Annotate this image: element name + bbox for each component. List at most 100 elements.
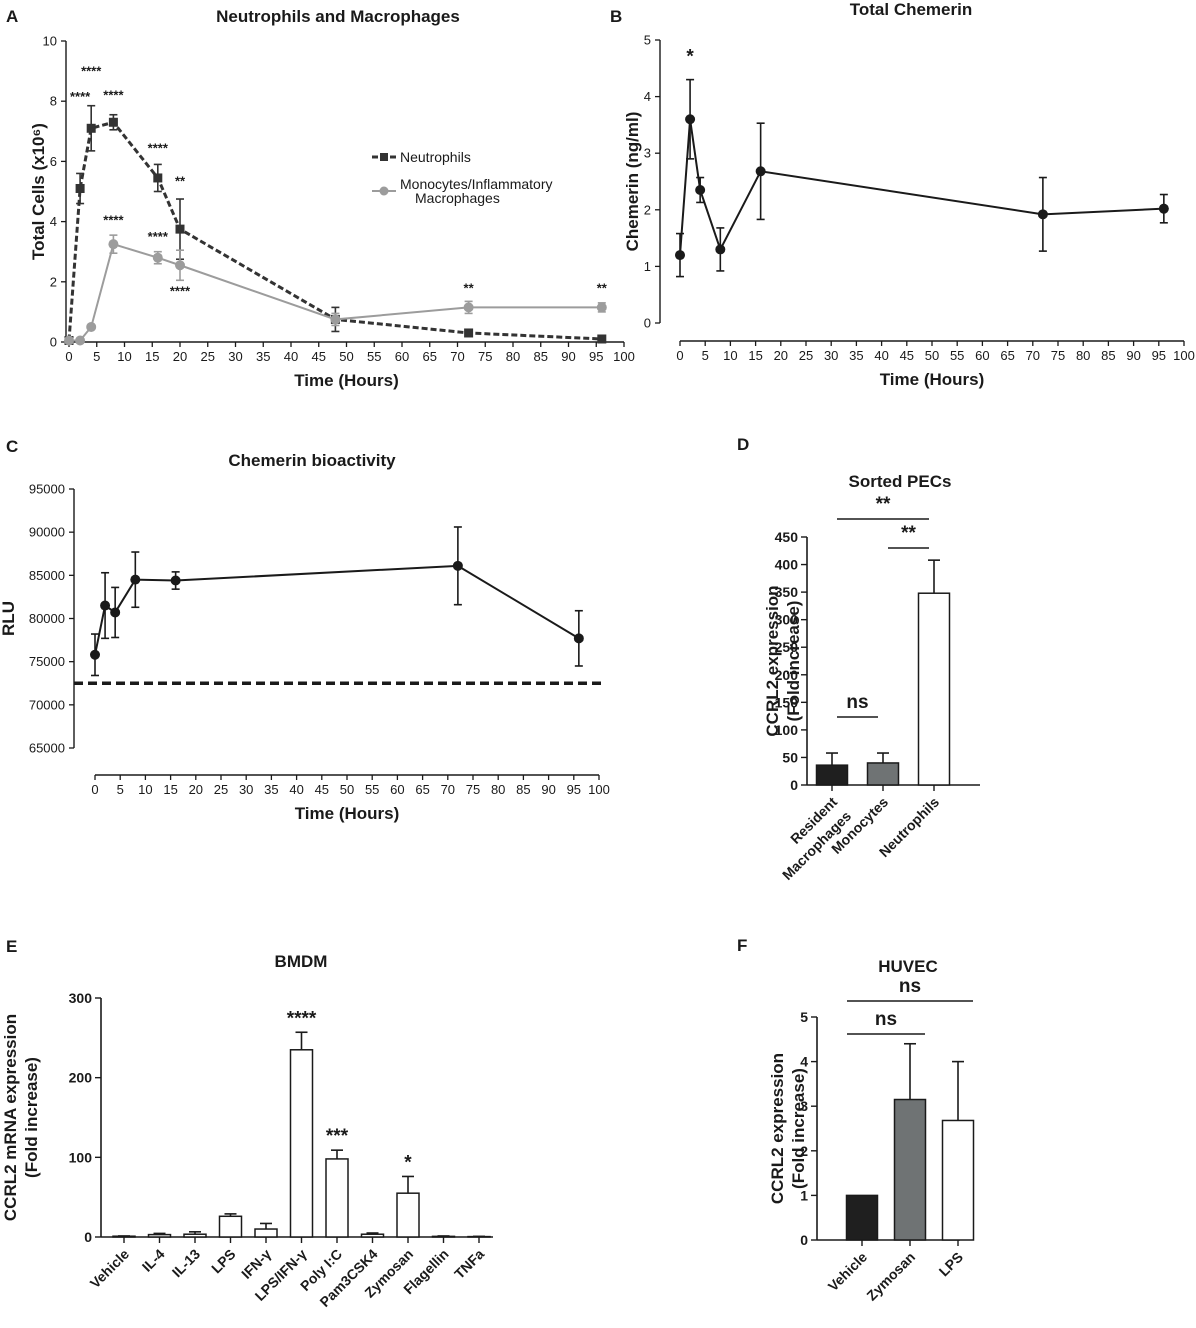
panel-letter: D (737, 435, 749, 454)
y-tick-label: 5 (800, 1009, 808, 1025)
x-tick-label: 60 (975, 348, 989, 363)
bar (325, 1158, 349, 1238)
significance-label: * (686, 47, 694, 68)
data-point (695, 184, 706, 195)
data-point (175, 224, 185, 234)
y-tick-label: 10 (43, 34, 57, 49)
data-point (675, 250, 685, 261)
data-point (1037, 209, 1048, 220)
x-tick-label: 55 (367, 349, 381, 364)
y-tick-label: 450 (775, 529, 799, 545)
x-tick-label: 50 (340, 782, 354, 797)
x-tick-label: Zymosan (863, 1249, 918, 1304)
y-tick-label: 80000 (29, 611, 65, 626)
x-tick-label: 30 (824, 348, 838, 363)
y-axis-label: Chemerin (ng/ml) (623, 112, 642, 252)
x-tick-label: 10 (723, 348, 737, 363)
data-point (75, 335, 86, 346)
y-axis-label: (Fold increase) (22, 1057, 41, 1178)
bar (396, 1192, 420, 1238)
significance-label: ns (875, 1009, 897, 1030)
x-tick-label: 60 (395, 349, 409, 364)
series-0: * (675, 47, 1169, 278)
y-tick-label: 4 (800, 1054, 808, 1070)
x-tick-label: 85 (516, 782, 530, 797)
x-axis-label: Time (Hours) (295, 804, 400, 823)
x-tick-label: 75 (1051, 348, 1065, 363)
series-0 (90, 526, 584, 677)
x-tick-label: 35 (256, 349, 270, 364)
y-tick-label: 200 (775, 667, 799, 683)
data-point (330, 314, 341, 325)
legend-label: Monocytes/Inflammatory Macrophages (400, 176, 553, 206)
data-point (108, 239, 119, 250)
significance-label: **** (287, 1008, 317, 1029)
y-tick-label: 300 (775, 612, 799, 628)
x-tick-label: 80 (506, 349, 520, 364)
data-point (463, 302, 474, 313)
data-point (175, 260, 185, 271)
significance-label: **** (148, 229, 169, 244)
y-tick-label: 200 (69, 1070, 93, 1086)
data-point (573, 633, 584, 644)
x-tick-label: 20 (189, 782, 203, 797)
y-tick-label: 4 (50, 214, 57, 229)
significance-label: ** (876, 494, 891, 515)
panel-E: E BMDM 0 100 200 300 CCRL2 mRNA expression (Fol… (1, 937, 493, 1310)
y-tick-label: 50 (782, 749, 798, 765)
chart-title: Total Chemerin (850, 0, 972, 19)
x-tick-label: 95 (567, 782, 581, 797)
y-tick-label: 2 (644, 202, 651, 217)
legend-marker (379, 186, 389, 196)
x-axis-label: Time (Hours) (294, 371, 399, 390)
y-tick-label: 1 (800, 1187, 808, 1203)
y-tick-label: 8 (50, 94, 57, 109)
significance-label: **** (103, 213, 124, 228)
x-tick-label: 10 (138, 782, 152, 797)
y-tick-label: 1 (644, 259, 651, 274)
data-point (86, 321, 97, 332)
panel-letter: C (6, 437, 18, 456)
y-tick-label: 350 (775, 584, 799, 600)
x-axis-label: Time (Hours) (880, 370, 985, 389)
data-point (596, 302, 607, 313)
significance-label: ** (597, 280, 608, 295)
panel-letter: F (737, 936, 747, 955)
y-tick-label: 400 (775, 557, 799, 573)
x-tick-label: 10 (117, 349, 131, 364)
data-point (755, 166, 766, 177)
significance-label: * (404, 1152, 412, 1173)
y-axis-label: RLU (0, 601, 18, 636)
significance-label: ** (464, 280, 475, 295)
panel-F: F HUVEC 0 1 2 3 4 5 CCRL2 expression (Fold increa… (737, 936, 975, 1304)
y-tick-label: 150 (775, 694, 799, 710)
series-line (679, 119, 1164, 256)
x-tick-label: 60 (390, 782, 404, 797)
x-tick-label: IL-13 (169, 1246, 204, 1281)
data-point (130, 574, 141, 585)
y-tick-label: 2 (800, 1143, 808, 1159)
significance-label: ns (846, 692, 868, 713)
legend: Neutrophils Monocytes/Inflammatory Macroph… (372, 149, 553, 206)
x-tick-label: 65 (1000, 348, 1014, 363)
data-point (108, 117, 118, 127)
x-tick-label: 100 (613, 349, 635, 364)
x-tick-label: 75 (478, 349, 492, 364)
chart-title: BMDM (275, 952, 328, 971)
significance-label: **** (103, 88, 124, 103)
x-tick-label: 15 (163, 782, 177, 797)
x-tick-label: 15 (748, 348, 762, 363)
data-point (86, 123, 96, 133)
x-tick-label: 80 (1076, 348, 1090, 363)
data-point (75, 183, 85, 193)
y-tick-label: 5 (644, 33, 651, 48)
bar (147, 1233, 172, 1238)
y-tick-label: 4 (644, 89, 651, 104)
y-axis-label: CCRL2 expression (763, 585, 782, 736)
x-tick-label: 15 (145, 349, 159, 364)
panel-letter: B (610, 7, 622, 26)
x-tick-label: 35 (264, 782, 278, 797)
x-tick-label: 45 (312, 349, 326, 364)
